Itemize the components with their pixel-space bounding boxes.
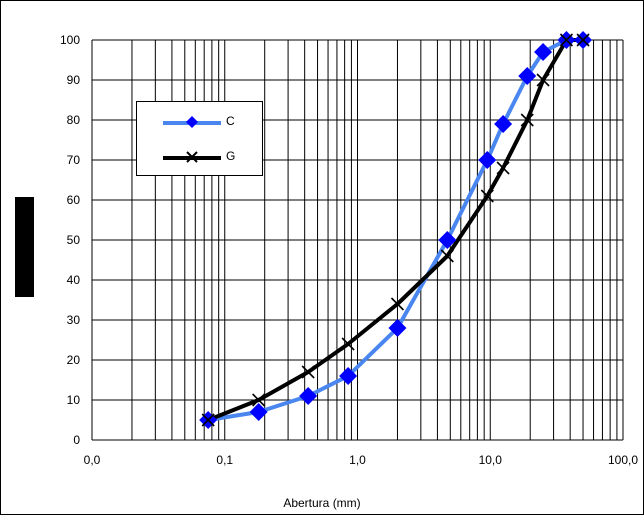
data-point-g xyxy=(341,337,355,351)
y-tick-label: 30 xyxy=(67,313,81,327)
series-line-g xyxy=(207,38,583,422)
data-point-c xyxy=(478,151,497,169)
data-point-c xyxy=(438,231,457,249)
x-tick-label: 10,0 xyxy=(479,453,503,467)
y-tick-label: 80 xyxy=(67,113,81,127)
data-point-c xyxy=(518,67,537,85)
x-axis-label: Abertura (mm) xyxy=(283,496,361,510)
data-point-g xyxy=(252,393,266,407)
legend-marker-g xyxy=(186,151,198,163)
data-point-g xyxy=(480,189,494,203)
legend-item-c: C xyxy=(137,112,264,132)
data-point-g xyxy=(576,33,590,47)
y-tick-label: 10 xyxy=(67,393,81,407)
data-point-c xyxy=(534,43,553,61)
data-point-c xyxy=(299,387,318,405)
y-tick-label: 0 xyxy=(73,433,80,447)
data-point-g xyxy=(301,365,315,379)
data-point-c xyxy=(339,367,358,385)
data-point-g xyxy=(559,33,574,47)
legend-label-c: C xyxy=(226,114,235,128)
data-point-g xyxy=(496,161,510,175)
y-tick-label: 90 xyxy=(67,73,81,87)
x-tick-label: 100,0 xyxy=(608,453,638,467)
legend: C G xyxy=(136,101,263,176)
y-tick-label: 60 xyxy=(67,193,81,207)
y-axis-label-box xyxy=(15,197,34,297)
legend-marker-c xyxy=(186,116,198,128)
x-tick-label: 0,0 xyxy=(84,453,101,467)
y-tick-label: 50 xyxy=(67,233,81,247)
data-point-g xyxy=(536,73,550,87)
data-point-c xyxy=(494,115,513,133)
data-point-c xyxy=(249,403,268,421)
data-point-g xyxy=(520,113,534,127)
data-point-g xyxy=(440,249,454,263)
legend-item-g: G xyxy=(137,147,264,167)
legend-label-g: G xyxy=(226,149,236,163)
y-tick-label: 20 xyxy=(67,353,81,367)
data-point-g xyxy=(390,297,405,311)
data-point-c xyxy=(388,319,407,337)
x-tick-label: 0,1 xyxy=(216,453,233,467)
x-tick-label: 1,0 xyxy=(349,453,366,467)
y-tick-label: 100 xyxy=(60,33,80,47)
y-tick-label: 40 xyxy=(67,273,81,287)
data-point-g xyxy=(201,413,215,427)
y-tick-label: 70 xyxy=(67,153,81,167)
